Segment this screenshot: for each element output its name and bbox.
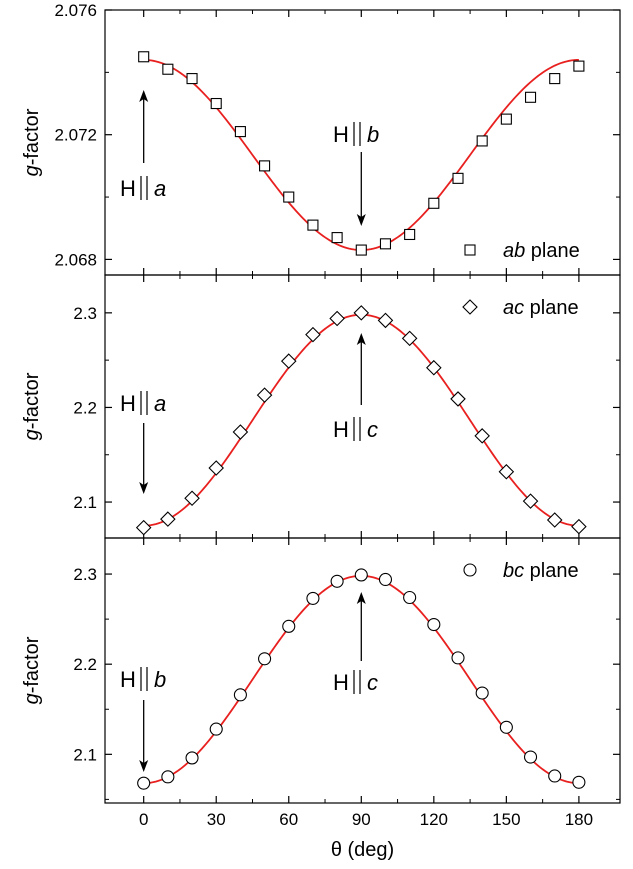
x-tick-label: 60 bbox=[279, 810, 298, 829]
annotation-axis: a bbox=[154, 391, 166, 416]
annotation-label: H bbox=[333, 417, 349, 442]
annotation-arrow: Ha bbox=[120, 391, 166, 494]
data-point bbox=[234, 689, 246, 701]
data-point bbox=[428, 619, 440, 631]
y-axis-label: g-factor bbox=[21, 636, 43, 704]
data-point bbox=[549, 770, 561, 782]
legend-label: ac plane bbox=[503, 297, 579, 319]
plot-frame bbox=[105, 10, 620, 275]
data-point bbox=[331, 575, 343, 587]
data-point bbox=[404, 591, 416, 603]
y-tick-label: 2.1 bbox=[73, 493, 97, 512]
x-tick-label: 0 bbox=[139, 810, 148, 829]
data-point bbox=[550, 74, 560, 84]
data-point bbox=[259, 653, 271, 665]
annotation-label: H bbox=[120, 667, 136, 692]
data-point bbox=[453, 173, 463, 183]
data-point bbox=[572, 520, 586, 534]
data-point bbox=[354, 306, 368, 320]
data-point bbox=[283, 620, 295, 632]
data-point bbox=[526, 92, 536, 102]
x-axis-label: θ (deg) bbox=[331, 839, 394, 861]
y-tick-label: 2.1 bbox=[73, 745, 97, 764]
data-point bbox=[233, 425, 247, 439]
data-point bbox=[380, 239, 390, 249]
data-point bbox=[476, 687, 488, 699]
x-tick-label: 150 bbox=[492, 810, 520, 829]
y-tick-label: 2.068 bbox=[54, 250, 97, 269]
legend-marker bbox=[463, 300, 477, 314]
data-point bbox=[501, 114, 511, 124]
data-point bbox=[163, 64, 173, 74]
data-point bbox=[235, 127, 245, 137]
data-point bbox=[356, 245, 366, 255]
y-tick-label: 2.072 bbox=[54, 126, 97, 145]
data-point bbox=[308, 220, 318, 230]
legend-marker bbox=[465, 245, 475, 255]
annotation-label: H bbox=[333, 122, 349, 147]
annotation-label: H bbox=[120, 391, 136, 416]
annotation-axis: b bbox=[367, 122, 379, 147]
x-tick-label: 180 bbox=[565, 810, 593, 829]
annotation-axis: c bbox=[367, 417, 378, 442]
data-point bbox=[258, 388, 272, 402]
x-tick-label: 30 bbox=[207, 810, 226, 829]
data-point bbox=[477, 136, 487, 146]
annotation-axis: c bbox=[367, 670, 378, 695]
annotation-label: H bbox=[333, 670, 349, 695]
data-point bbox=[139, 52, 149, 62]
data-point bbox=[162, 771, 174, 783]
data-point bbox=[186, 752, 198, 764]
data-point bbox=[405, 229, 415, 239]
y-tick-label: 2.2 bbox=[73, 398, 97, 417]
data-point bbox=[525, 751, 537, 763]
data-point bbox=[211, 99, 221, 109]
data-point bbox=[137, 521, 151, 535]
annotation-label: H bbox=[120, 176, 136, 201]
y-tick-label: 2.3 bbox=[73, 304, 97, 323]
annotation-axis: b bbox=[154, 667, 166, 692]
legend-label: bc plane bbox=[503, 560, 579, 582]
data-point bbox=[500, 721, 512, 733]
data-point bbox=[429, 198, 439, 208]
data-point bbox=[378, 313, 392, 327]
data-point bbox=[379, 573, 391, 585]
data-point bbox=[282, 354, 296, 368]
data-point bbox=[307, 592, 319, 604]
data-point bbox=[306, 328, 320, 342]
y-tick-label: 2.076 bbox=[54, 1, 97, 20]
data-point bbox=[284, 192, 294, 202]
data-point bbox=[138, 777, 150, 789]
data-point bbox=[210, 723, 222, 735]
y-axis-label: g-factor bbox=[21, 108, 43, 176]
y-tick-label: 2.2 bbox=[73, 655, 97, 674]
data-point bbox=[452, 652, 464, 664]
data-point bbox=[332, 233, 342, 243]
y-axis-label: g-factor bbox=[21, 372, 43, 440]
data-point bbox=[573, 776, 585, 788]
data-point bbox=[187, 74, 197, 84]
x-tick-label: 90 bbox=[352, 810, 371, 829]
data-point bbox=[574, 61, 584, 71]
data-point bbox=[260, 161, 270, 171]
x-tick-label: 120 bbox=[420, 810, 448, 829]
annotation-axis: a bbox=[154, 176, 166, 201]
y-tick-label: 2.3 bbox=[73, 565, 97, 584]
data-point bbox=[209, 461, 223, 475]
data-point bbox=[355, 569, 367, 581]
legend-label: ab plane bbox=[503, 240, 580, 262]
data-point bbox=[185, 491, 199, 505]
legend-marker bbox=[464, 564, 476, 576]
data-point bbox=[161, 512, 175, 526]
data-point bbox=[548, 513, 562, 527]
